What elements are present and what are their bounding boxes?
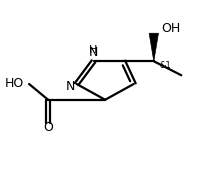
Text: O: O <box>43 121 53 134</box>
Text: &1: &1 <box>160 61 171 70</box>
Text: N: N <box>89 46 98 59</box>
Text: N: N <box>66 80 75 93</box>
Text: HO: HO <box>5 77 24 90</box>
Text: H: H <box>89 45 98 55</box>
Text: OH: OH <box>161 22 180 35</box>
Polygon shape <box>149 33 158 61</box>
